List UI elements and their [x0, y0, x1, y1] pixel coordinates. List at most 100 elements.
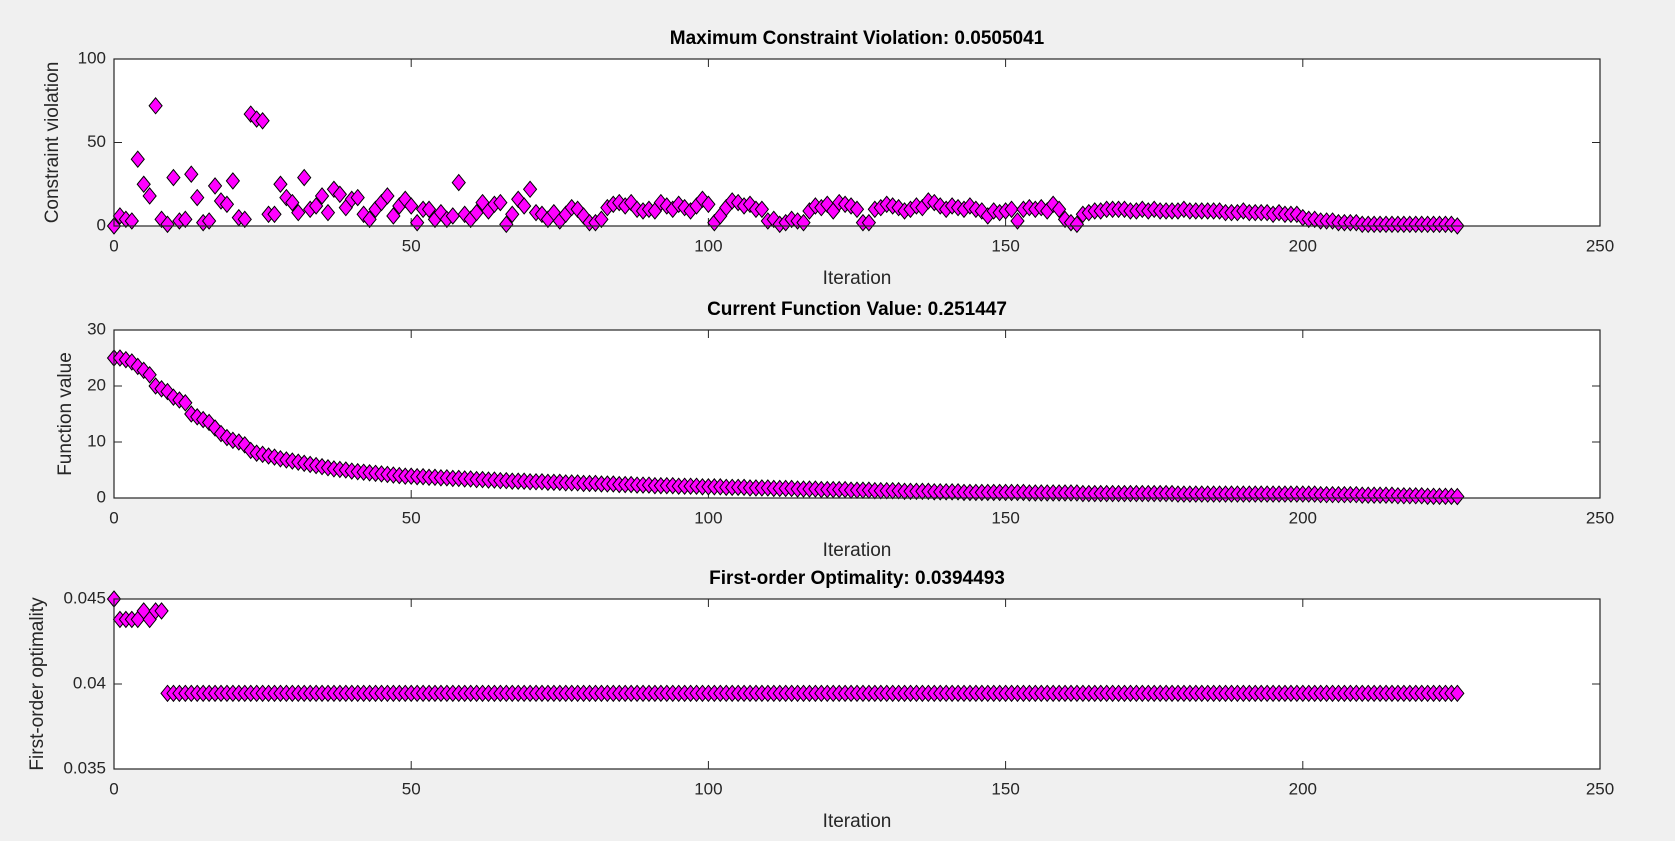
x-tick-label: 0	[109, 236, 118, 255]
x-tick-label: 50	[402, 236, 421, 255]
marker	[148, 96, 163, 115]
marker	[380, 187, 395, 205]
markers	[106, 590, 1465, 703]
marker	[522, 180, 538, 199]
y-axis-label: Constraint violation	[42, 62, 63, 224]
x-tick-label: 200	[1289, 779, 1317, 798]
marker	[499, 215, 514, 234]
marker	[255, 111, 270, 130]
x-tick-label: 0	[109, 779, 118, 798]
y-tick-label: 50	[87, 132, 106, 151]
marker	[754, 200, 770, 219]
marker	[190, 188, 205, 207]
marker	[451, 173, 466, 192]
chart-title: Current Function Value: 0.251447	[707, 299, 1007, 320]
marker	[142, 366, 157, 384]
marker	[493, 193, 508, 212]
x-tick-label: 150	[991, 508, 1019, 527]
x-tick-label: 250	[1586, 779, 1614, 798]
marker	[1450, 487, 1465, 506]
x-tick-label: 100	[694, 508, 722, 527]
x-tick-label: 250	[1586, 508, 1614, 527]
marker	[332, 185, 348, 204]
axes-box	[113, 598, 1601, 770]
y-axis-label: Function value	[55, 352, 76, 476]
marker	[594, 210, 609, 229]
marker	[469, 203, 484, 222]
marker	[505, 205, 520, 224]
marker	[404, 197, 419, 215]
marker	[267, 205, 282, 224]
x-tick-label: 100	[694, 779, 722, 798]
marker	[1069, 215, 1085, 234]
marker	[320, 203, 336, 222]
marker	[219, 195, 235, 214]
marker	[516, 197, 532, 215]
marker	[142, 187, 157, 205]
y-axis-label: First-order optimality	[27, 597, 48, 771]
marker	[178, 394, 193, 412]
x-axis-label: Iteration	[823, 268, 892, 289]
marker	[308, 197, 324, 215]
y-tick-label: 0.045	[63, 588, 106, 607]
x-tick-label: 250	[1586, 236, 1614, 255]
axes-box	[113, 58, 1601, 227]
y-tick-label: 0.035	[63, 758, 106, 777]
y-tick-label: 0	[97, 215, 106, 234]
x-tick-label: 50	[402, 779, 421, 798]
x-tick-label: 150	[991, 236, 1019, 255]
x-axis-label: Iteration	[823, 540, 892, 561]
marker	[285, 193, 300, 212]
marker	[184, 165, 199, 184]
marker	[237, 210, 252, 229]
marker	[421, 200, 437, 219]
marker	[409, 213, 425, 232]
marker	[160, 215, 175, 234]
chart-title: First-order Optimality: 0.0394493	[709, 568, 1005, 589]
x-tick-label: 50	[402, 508, 421, 527]
axes-box	[113, 329, 1601, 499]
marker	[796, 213, 811, 232]
marker	[130, 150, 145, 168]
markers	[106, 349, 1465, 506]
y-tick-label: 30	[87, 319, 106, 338]
y-tick-label: 0.04	[73, 673, 106, 692]
marker	[136, 175, 151, 194]
marker	[225, 172, 241, 190]
marker	[201, 212, 217, 230]
plot-area	[114, 599, 1600, 769]
markers	[106, 96, 1465, 235]
marker	[386, 207, 401, 225]
marker	[1450, 684, 1465, 703]
marker	[701, 195, 716, 214]
chart-title: Maximum Constraint Violation: 0.0505041	[670, 28, 1045, 49]
x-tick-label: 150	[991, 779, 1019, 798]
marker	[314, 187, 330, 205]
marker	[1004, 200, 1019, 219]
marker	[849, 200, 865, 219]
x-axis-label: Iteration	[823, 811, 892, 832]
marker	[350, 188, 365, 207]
marker	[445, 207, 460, 225]
marker	[273, 175, 288, 194]
marker	[291, 203, 306, 222]
marker	[1051, 200, 1067, 219]
marker	[1010, 212, 1025, 230]
marker	[154, 602, 169, 620]
y-tick-label: 10	[87, 431, 106, 450]
x-tick-label: 100	[694, 236, 722, 255]
marker	[861, 213, 877, 232]
x-tick-label: 200	[1289, 236, 1317, 255]
y-tick-label: 100	[78, 48, 106, 67]
marker	[207, 177, 223, 195]
y-tick-label: 0	[97, 487, 106, 506]
marker	[178, 210, 193, 229]
x-tick-label: 0	[109, 508, 118, 527]
marker	[124, 212, 139, 230]
x-tick-label: 200	[1289, 508, 1317, 527]
marker	[362, 210, 377, 229]
y-tick-label: 20	[87, 375, 106, 394]
marker	[166, 168, 181, 187]
marker	[297, 168, 312, 187]
